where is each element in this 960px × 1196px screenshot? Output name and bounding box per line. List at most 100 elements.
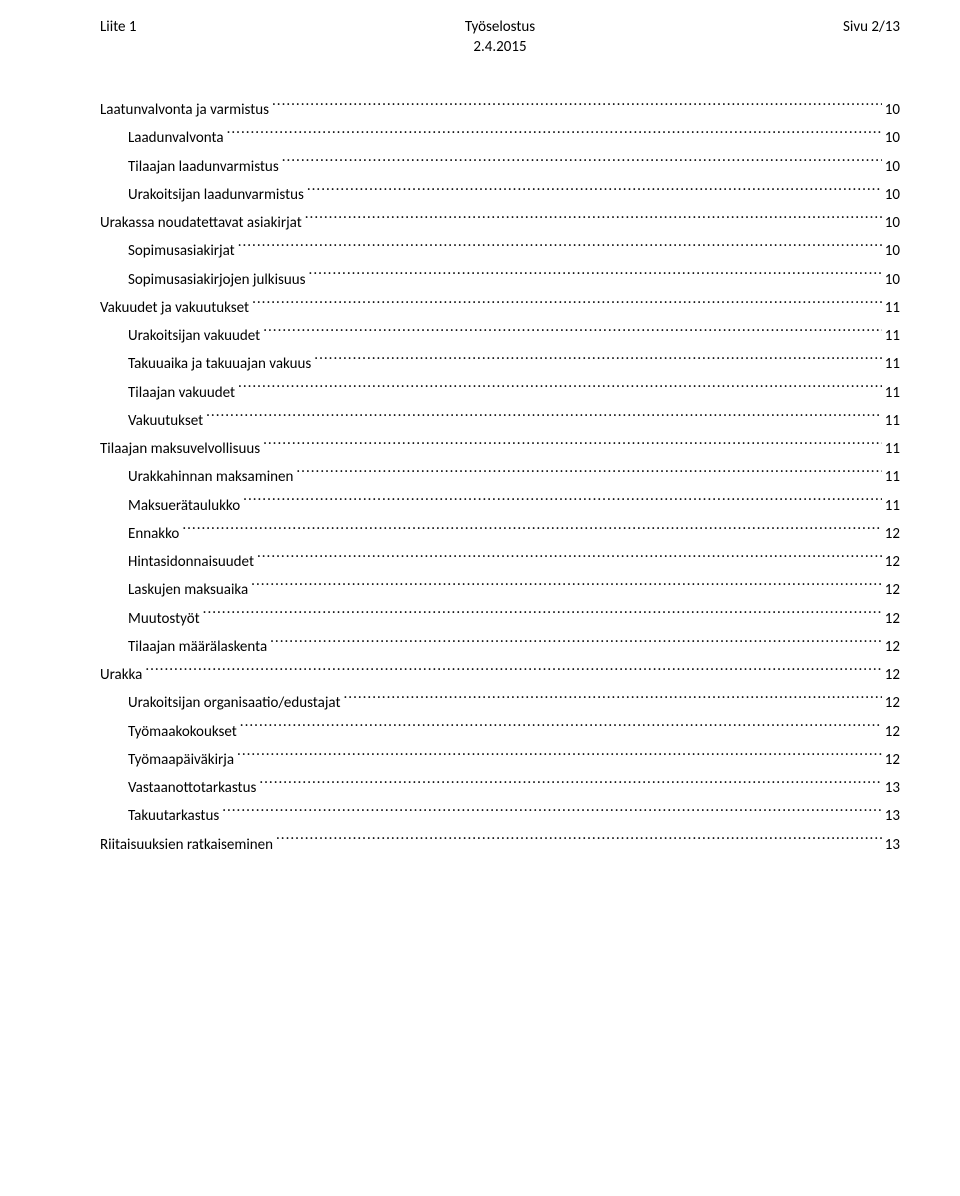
toc-entry-page: 13 (885, 832, 900, 858)
toc-entry[interactable]: Hintasidonnaisuudet 12 (100, 549, 900, 575)
toc-leader-dots (238, 382, 882, 397)
toc-leader-dots (314, 353, 881, 368)
header-date: 2.4.2015 (300, 38, 700, 58)
toc-entry-label: Vakuutukset (128, 408, 203, 434)
toc-entry[interactable]: Sopimusasiakirjat 10 (100, 238, 900, 264)
toc-entry-page: 12 (885, 747, 900, 773)
toc-entry-page: 12 (885, 606, 900, 632)
header-title: Työselostus (300, 18, 700, 38)
toc-leader-dots (305, 212, 882, 227)
toc-entry-label: Työmaapäiväkirja (128, 747, 234, 773)
toc-leader-dots (309, 269, 882, 284)
toc-leader-dots (222, 805, 882, 820)
toc-entry[interactable]: Urakoitsijan laadunvarmistus 10 (100, 182, 900, 208)
toc-entry-page: 10 (885, 154, 900, 180)
toc-leader-dots (263, 325, 882, 340)
toc-entry-page: 10 (885, 182, 900, 208)
toc-entry[interactable]: Työmaapäiväkirja 12 (100, 747, 900, 773)
toc-entry-page: 12 (885, 549, 900, 575)
toc-entry[interactable]: Tilaajan määrälaskenta 12 (100, 634, 900, 660)
toc-leader-dots (203, 608, 882, 623)
page-header: Liite 1 Työselostus 2.4.2015 Sivu 2/13 (100, 18, 900, 57)
toc-entry-page: 11 (885, 380, 900, 406)
toc-entry[interactable]: Laadunvalvonta 10 (100, 125, 900, 151)
toc-leader-dots (296, 466, 881, 481)
toc-entry-label: Riitaisuuksien ratkaiseminen (100, 832, 273, 858)
toc-entry-page: 11 (885, 493, 900, 519)
toc-entry-page: 12 (885, 521, 900, 547)
toc-entry-page: 10 (885, 97, 900, 123)
toc-entry[interactable]: Vastaanottotarkastus 13 (100, 775, 900, 801)
toc-entry[interactable]: Tilaajan vakuudet 11 (100, 380, 900, 406)
toc-entry-page: 10 (885, 267, 900, 293)
toc-entry-label: Urakkahinnan maksaminen (128, 464, 293, 490)
toc-entry-label: Tilaajan vakuudet (128, 380, 235, 406)
toc-entry-label: Tilaajan maksuvelvollisuus (100, 436, 260, 462)
toc-entry-page: 13 (885, 803, 900, 829)
toc-leader-dots (237, 749, 882, 764)
toc-entry[interactable]: Tilaajan laadunvarmistus 10 (100, 154, 900, 180)
toc-entry-page: 11 (885, 408, 900, 434)
toc-entry-page: 10 (885, 210, 900, 236)
toc-entry-label: Tilaajan laadunvarmistus (128, 154, 279, 180)
toc-entry[interactable]: Laskujen maksuaika 12 (100, 577, 900, 603)
toc-leader-dots (243, 495, 882, 510)
toc-entry[interactable]: Urakassa noudatettavat asiakirjat 10 (100, 210, 900, 236)
toc-entry[interactable]: Urakkahinnan maksaminen 11 (100, 464, 900, 490)
toc-entry[interactable]: Sopimusasiakirjojen julkisuus 10 (100, 267, 900, 293)
toc-leader-dots (145, 664, 881, 679)
toc-entry-label: Laskujen maksuaika (128, 577, 248, 603)
toc-leader-dots (238, 240, 882, 255)
toc-leader-dots (263, 438, 882, 453)
toc-leader-dots (259, 777, 881, 792)
toc-entry[interactable]: Urakoitsijan organisaatio/edustajat 12 (100, 690, 900, 716)
toc-entry[interactable]: Takuuaika ja takuuajan vakuus 11 (100, 351, 900, 377)
toc-entry-page: 11 (885, 464, 900, 490)
toc-entry[interactable]: Urakoitsijan vakuudet 11 (100, 323, 900, 349)
toc-entry-page: 11 (885, 295, 900, 321)
toc-entry-page: 12 (885, 577, 900, 603)
table-of-contents: Laatunvalvonta ja varmistus 10Laadunvalv… (100, 97, 900, 858)
toc-entry-label: Takuuaika ja takuuajan vakuus (128, 351, 311, 377)
toc-entry-label: Muutostyöt (128, 606, 200, 632)
toc-entry-page: 10 (885, 125, 900, 151)
toc-entry-label: Urakoitsijan vakuudet (128, 323, 260, 349)
toc-leader-dots (307, 184, 882, 199)
toc-leader-dots (206, 410, 882, 425)
toc-entry-label: Laatunvalvonta ja varmistus (100, 97, 269, 123)
toc-entry-page: 12 (885, 634, 900, 660)
toc-leader-dots (276, 834, 882, 849)
toc-entry[interactable]: Tilaajan maksuvelvollisuus 11 (100, 436, 900, 462)
toc-entry[interactable]: Työmaakokoukset 12 (100, 719, 900, 745)
toc-leader-dots (252, 297, 882, 312)
toc-entry-page: 12 (885, 662, 900, 688)
toc-entry-page: 12 (885, 690, 900, 716)
toc-entry-label: Urakoitsijan organisaatio/edustajat (128, 690, 341, 716)
toc-entry[interactable]: Takuutarkastus 13 (100, 803, 900, 829)
toc-entry-page: 11 (885, 323, 900, 349)
toc-entry-page: 12 (885, 719, 900, 745)
toc-entry-label: Vakuudet ja vakuutukset (100, 295, 249, 321)
toc-entry-page: 11 (885, 436, 900, 462)
toc-entry-page: 13 (885, 775, 900, 801)
toc-entry[interactable]: Vakuudet ja vakuutukset 11 (100, 295, 900, 321)
toc-entry[interactable]: Vakuutukset 11 (100, 408, 900, 434)
toc-entry-label: Tilaajan määrälaskenta (128, 634, 267, 660)
toc-entry[interactable]: Laatunvalvonta ja varmistus 10 (100, 97, 900, 123)
toc-entry-label: Takuutarkastus (128, 803, 219, 829)
document-page: Liite 1 Työselostus 2.4.2015 Sivu 2/13 L… (0, 0, 960, 1196)
toc-entry[interactable]: Urakka 12 (100, 662, 900, 688)
toc-entry-label: Sopimusasiakirjojen julkisuus (128, 267, 306, 293)
toc-entry-label: Ennakko (128, 521, 179, 547)
toc-entry[interactable]: Maksuerätaulukko 11 (100, 493, 900, 519)
toc-entry[interactable]: Muutostyöt 12 (100, 606, 900, 632)
toc-entry[interactable]: Ennakko 12 (100, 521, 900, 547)
toc-leader-dots (344, 692, 882, 707)
toc-entry-label: Urakka (100, 662, 142, 688)
toc-entry[interactable]: Riitaisuuksien ratkaiseminen 13 (100, 832, 900, 858)
toc-entry-label: Vastaanottotarkastus (128, 775, 256, 801)
toc-leader-dots (251, 579, 882, 594)
toc-entry-page: 11 (885, 351, 900, 377)
toc-entry-label: Työmaakokoukset (128, 719, 237, 745)
header-right: Sivu 2/13 (700, 18, 900, 57)
